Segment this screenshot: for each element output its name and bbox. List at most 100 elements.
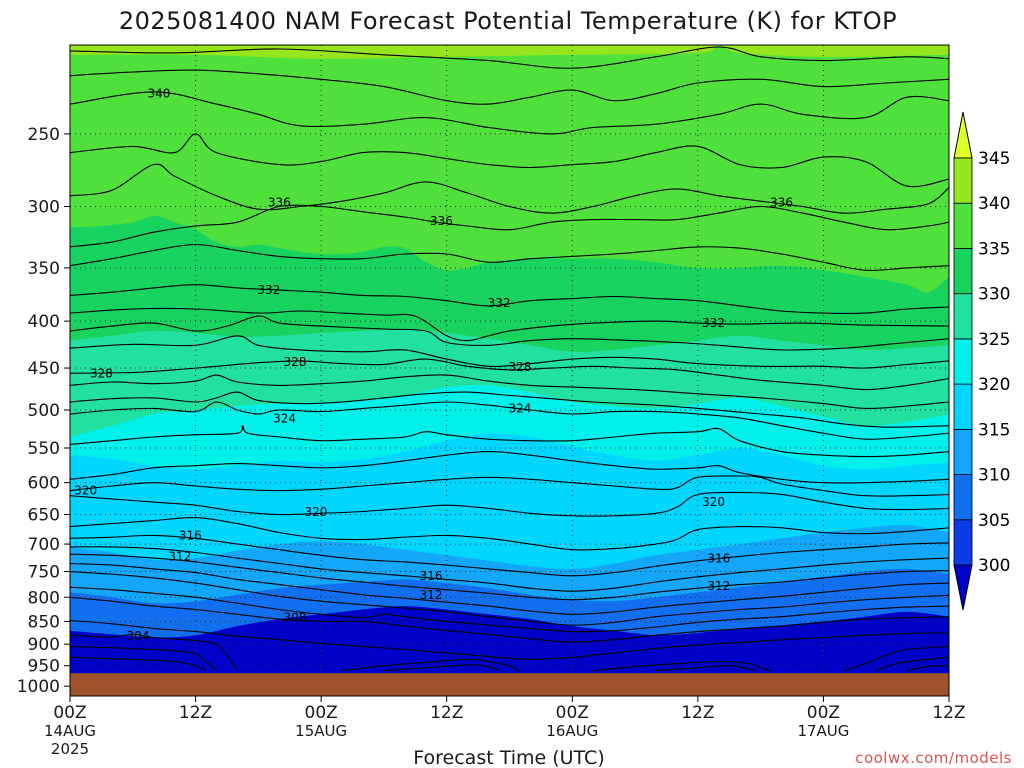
colorbar-segment-340 <box>953 157 973 204</box>
contour-line-310-23 <box>70 562 949 615</box>
contour-line-340-0 <box>70 46 949 69</box>
band-above-335 <box>70 45 949 293</box>
y-tick-label-850: 850 <box>28 612 60 632</box>
contour-label-15: 316 <box>179 528 202 542</box>
colorbar-tick-345: 345 <box>978 149 1010 169</box>
x-tick-label-5: 12Z <box>681 703 714 723</box>
contour-line-336-4 <box>70 163 949 214</box>
credit-text: coolwx.com/models <box>855 749 1012 767</box>
colorbar-segment-300 <box>953 519 973 566</box>
contour-label-0: 340 <box>147 87 170 101</box>
x-tick-label-3: 12Z <box>430 703 463 723</box>
y-tick-label-650: 650 <box>28 506 60 526</box>
contour-line-318-19 <box>70 516 949 551</box>
contour-label-8: 328 <box>284 355 307 369</box>
colorbar-tick-320: 320 <box>978 375 1010 395</box>
contour-line-326-12 <box>70 374 949 410</box>
y-tick-label-450: 450 <box>28 359 60 379</box>
contour-line-302-29 <box>70 645 217 671</box>
colorbar-bottom-arrow <box>953 564 973 611</box>
contour-line-314-21 <box>70 546 949 592</box>
x-tick-label-1: 12Z <box>179 703 212 723</box>
y-tick-label-700: 700 <box>28 535 60 555</box>
contour-label-4: 332 <box>257 283 280 297</box>
y-tick-label-900: 900 <box>28 635 60 655</box>
colorbar-tick-305: 305 <box>978 511 1010 531</box>
contour-line-338-3 <box>70 133 949 188</box>
contour-label-21: 308 <box>284 611 307 625</box>
y-tick-label-550: 550 <box>28 439 60 459</box>
colorbar-segment-315 <box>953 383 973 430</box>
contour-line-316-20 <box>70 534 949 577</box>
colorbar-tick-340: 340 <box>978 194 1010 214</box>
plot-frame <box>69 44 950 697</box>
colorbar-segment-330 <box>953 248 973 295</box>
contour-line-302-35 <box>844 645 949 672</box>
contour-line-302-32 <box>383 664 500 672</box>
contour-line-302-34 <box>655 665 756 672</box>
y-tick-label-1000: 1000 <box>17 677 60 697</box>
contour-label-10: 324 <box>273 412 296 426</box>
contour-line-304-27 <box>70 619 949 660</box>
colorbar: 300 305 310 315 320 325 330 335 340 345 <box>953 111 1010 611</box>
contour-label-19: 312 <box>420 588 443 602</box>
contour-line-324-14 <box>70 401 949 440</box>
colorbar-segment-325 <box>953 293 973 340</box>
plot-area: 340 336 336 336 332 332 332 328 328 328 324 324 320 3… <box>70 45 949 696</box>
contour-label-17: 316 <box>707 552 730 566</box>
contour-label-7: 328 <box>90 366 113 380</box>
x-year-label-0: 2025 <box>51 740 89 758</box>
contour-label-11: 324 <box>509 401 532 415</box>
contour-line-306-26 <box>70 596 949 643</box>
contour-label-16: 316 <box>420 569 443 583</box>
contour-line-312-22 <box>70 553 949 601</box>
contour-line-330-10 <box>70 335 949 369</box>
contour-line-336-5 <box>70 204 949 248</box>
x-axis-label: Forecast Time (UTC) <box>413 747 604 768</box>
contour-line-302-36 <box>875 656 949 672</box>
x-tick-label-2: 00Z <box>305 703 338 723</box>
contour-label-9: 328 <box>509 360 532 374</box>
contour-label-22: 304 <box>127 629 150 643</box>
contour-line-308-25 <box>70 586 949 633</box>
contour-label-12: 320 <box>74 484 97 498</box>
contour-label-13: 320 <box>304 505 327 519</box>
contour-line-340-2 <box>70 91 949 135</box>
x-date-label-2: 15AUG <box>295 722 347 740</box>
contour-label-6: 332 <box>702 316 725 330</box>
contour-line-326-13 <box>70 391 949 428</box>
y-tick-label-300: 300 <box>28 198 60 218</box>
x-date-label-0: 14AUG <box>44 722 96 740</box>
y-tick-label-350: 350 <box>28 259 60 279</box>
contour-label-2: 336 <box>430 214 453 228</box>
contour-line-302-31 <box>342 658 521 672</box>
contour-line-310-24 <box>70 571 949 626</box>
colorbar-tick-325: 325 <box>978 330 1010 350</box>
contour-line-340-1 <box>70 69 949 105</box>
colorbar-tick-315: 315 <box>978 420 1010 440</box>
y-tick-label-400: 400 <box>28 312 60 332</box>
dotted-grid <box>70 45 949 696</box>
contour-line-330-9 <box>70 315 949 351</box>
colorbar-segment-320 <box>953 338 973 385</box>
colorbar-segment-335 <box>953 202 973 249</box>
y-tick-label-250: 250 <box>28 125 60 145</box>
y-tick-label-950: 950 <box>28 657 60 677</box>
colorbar-tick-300: 300 <box>978 556 1010 576</box>
colorbar-tick-335: 335 <box>978 239 1010 259</box>
contour-label-3: 336 <box>770 196 793 210</box>
filled-contour-bands <box>70 45 949 696</box>
contour-line-302-30 <box>70 656 207 672</box>
contour-line-320-18 <box>70 491 949 517</box>
colorbar-segment-310 <box>953 428 973 475</box>
contour-label-20: 312 <box>707 579 730 593</box>
chart-title: 2025081400 NAM Forecast Potential Temper… <box>119 7 897 35</box>
y-tick-label-750: 750 <box>28 563 60 583</box>
contour-line-332-8 <box>70 307 949 342</box>
contour-line-334-6 <box>70 243 949 271</box>
contour-label-18: 312 <box>168 549 191 563</box>
contour-label-1: 336 <box>268 196 291 210</box>
contour-line-302-33 <box>593 660 772 672</box>
